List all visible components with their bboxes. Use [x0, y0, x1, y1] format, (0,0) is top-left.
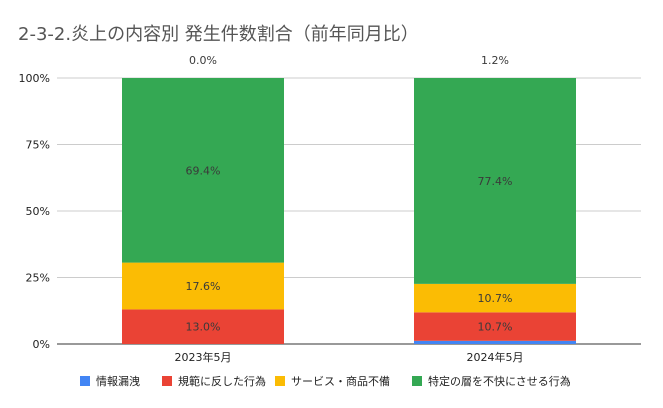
- y-axis: 0% 25% 50% 75% 100%: [19, 72, 50, 351]
- top-data-label: 0.0%: [189, 54, 217, 67]
- legend-label: サービス・商品不備: [291, 374, 390, 388]
- data-label: 77.4%: [478, 175, 513, 188]
- bar-segment: [414, 340, 576, 344]
- legend: 情報漏洩 規範に反した行為 サービス・商品不備 特定の層を不快にさせる行為: [80, 374, 571, 388]
- legend-item: 特定の層を不快にさせる行為: [412, 374, 571, 388]
- data-label: 17.6%: [186, 280, 221, 293]
- bar-segment: [122, 78, 284, 263]
- legend-item: 規範に反した行為: [162, 374, 266, 388]
- y-tick-label: 50%: [26, 205, 50, 218]
- legend-label: 規範に反した行為: [178, 374, 266, 388]
- bar-segment: [122, 262, 284, 310]
- data-label: 10.7%: [478, 292, 513, 305]
- y-tick-label: 25%: [26, 272, 50, 285]
- bar-segment: [414, 283, 576, 313]
- y-tick-label: 100%: [19, 72, 50, 85]
- x-tick-label: 2024年5月: [467, 350, 524, 364]
- top-data-label: 1.2%: [481, 54, 509, 67]
- legend-item: サービス・商品不備: [275, 374, 390, 388]
- bar-segment: [122, 309, 284, 344]
- y-tick-label: 75%: [26, 139, 50, 152]
- legend-swatch: [412, 376, 422, 386]
- x-axis: 2023年5月 2024年5月: [175, 350, 524, 364]
- data-label: 13.0%: [186, 321, 221, 334]
- legend-label: 特定の層を不快にさせる行為: [428, 374, 571, 388]
- bar-segment: [414, 312, 576, 341]
- legend-item: 情報漏洩: [80, 374, 140, 388]
- data-label: 10.7%: [478, 321, 513, 334]
- bar-segment: [414, 78, 576, 284]
- x-tick-label: 2023年5月: [175, 350, 232, 364]
- legend-swatch: [80, 376, 90, 386]
- data-label: 69.4%: [186, 164, 221, 177]
- legend-label: 情報漏洩: [96, 374, 140, 388]
- legend-swatch: [275, 376, 285, 386]
- bars: 13.0% 17.6% 69.4% 0.0% 10.7% 10.7% 77.4% 1.2%: [122, 54, 576, 344]
- chart-title: 2-3-2.炎上の内容別 発生件数割合（前年同月比）: [18, 24, 419, 45]
- y-tick-label: 0%: [33, 338, 50, 351]
- legend-swatch: [162, 376, 172, 386]
